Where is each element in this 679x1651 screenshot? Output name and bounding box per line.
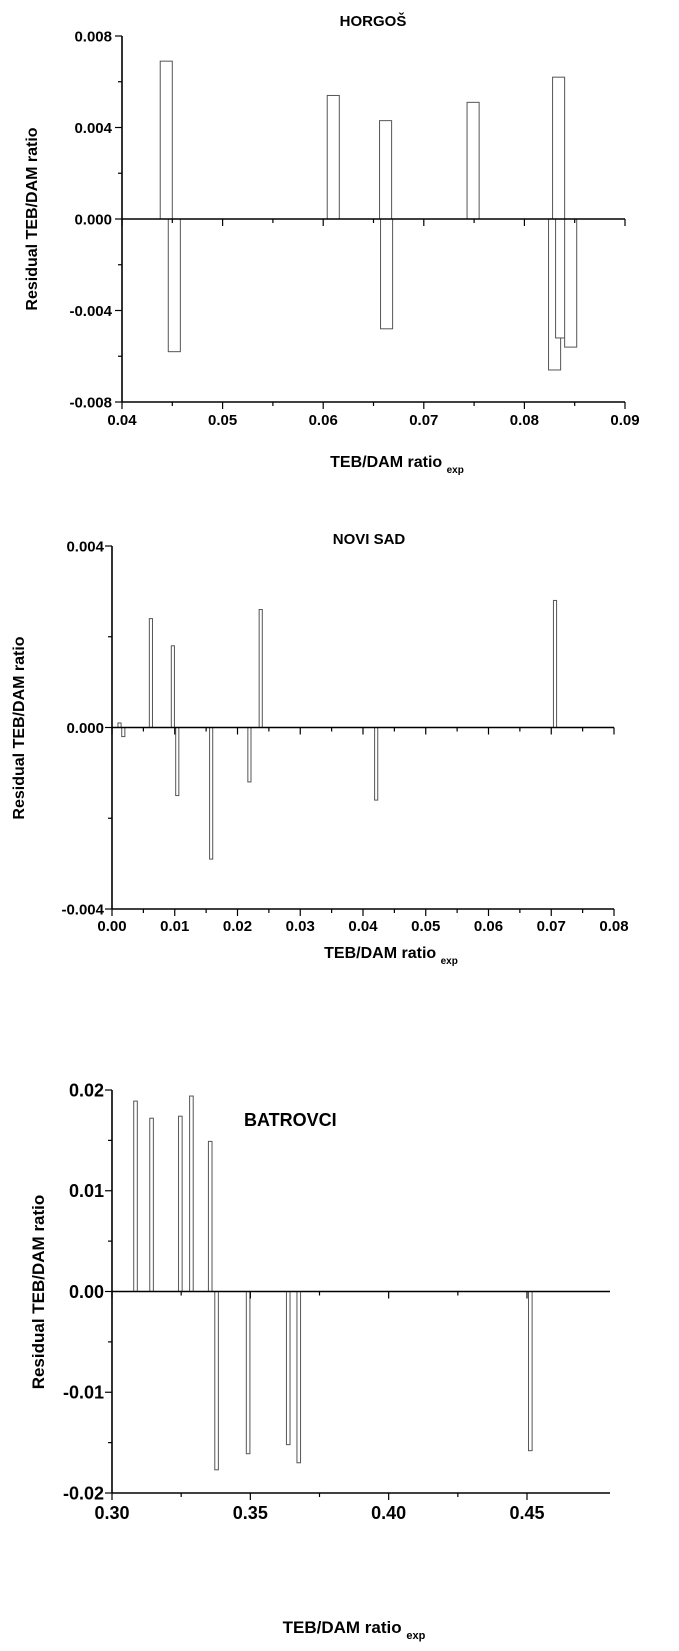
y-tick-label: 0.004 (74, 120, 112, 137)
chart-title: BATROVCI (244, 1110, 337, 1130)
x-tick-label: 0.02 (223, 918, 252, 935)
bar-3 (189, 1095, 194, 1292)
bar-2 (148, 618, 153, 729)
bar-2 (178, 1115, 183, 1292)
bar-0 (159, 60, 173, 220)
y-tick-label: -0.004 (61, 901, 104, 918)
bar-8 (296, 1291, 302, 1464)
x-tick-label: 0.05 (411, 918, 440, 935)
bar-5 (214, 1291, 219, 1471)
x-tick-label: 0.08 (510, 412, 539, 429)
x-tick-label: 0.07 (537, 918, 566, 935)
y-tick-label: 0.000 (74, 211, 112, 228)
bar-1 (167, 218, 181, 353)
y-tick-label: -0.01 (63, 1383, 104, 1403)
x-tick-label: 0.08 (599, 918, 628, 935)
y-axis-title: Residual TEB/DAM ratio (11, 636, 28, 819)
chart-title: HORGOŠ (340, 12, 407, 30)
y-tick-label: -0.008 (69, 394, 112, 411)
bar-5 (466, 101, 480, 220)
x-tick-label: 0.04 (348, 918, 378, 935)
bar-9 (528, 1291, 533, 1452)
x-tick-label: 0.06 (309, 412, 338, 429)
x-tick-label: 0.45 (509, 1503, 544, 1523)
bar-3 (170, 645, 175, 728)
bar-7 (258, 609, 263, 728)
bar-1 (121, 727, 126, 738)
bar-1 (149, 1117, 154, 1292)
bar-4 (380, 218, 394, 330)
y-tick-label: 0.004 (66, 538, 104, 555)
y-axis-title: Residual TEB/DAM ratio (29, 1195, 48, 1390)
x-tick-label: 0.06 (474, 918, 503, 935)
x-tick-label: 0.09 (610, 412, 639, 429)
y-tick-label: 0.00 (69, 1282, 104, 1302)
y-tick-label: 0.000 (66, 720, 104, 737)
x-tick-label: 0.04 (107, 412, 137, 429)
bar-6 (247, 727, 252, 783)
chart-batrovci: 0.30 0.35 0.40 0.45 -0.02 -0.01 0.00 0.01 0.02 BA… (29, 1080, 610, 1642)
x-axis-title: TEB/DAM ratio exp (324, 945, 458, 967)
bar-7 (285, 1291, 291, 1446)
bar-5 (209, 727, 214, 860)
chart-title: NOVI SAD (333, 531, 406, 548)
bar-6 (245, 1291, 251, 1455)
x-tick-label: 0.40 (371, 1503, 406, 1523)
x-tick-label: 0.35 (233, 1503, 268, 1523)
y-tick-label: 0.008 (74, 28, 112, 45)
bar-9 (564, 218, 578, 348)
y-tick-label: 0.01 (69, 1181, 104, 1201)
bar-2 (326, 94, 340, 220)
x-tick-label: 0.07 (409, 412, 438, 429)
bar-0 (133, 1100, 138, 1292)
bar-4 (207, 1140, 213, 1292)
x-tick-label: 0.01 (160, 918, 189, 935)
bar-9 (552, 599, 558, 728)
chart-novi-sad: 0.00 0.01 0.02 0.03 0.04 0.05 0.06 0.07 0.08 -0.0… (11, 531, 629, 967)
y-tick-label: -0.02 (63, 1483, 104, 1503)
x-axis-title: TEB/DAM ratio exp (330, 454, 464, 476)
x-tick-label: 0.03 (286, 918, 315, 935)
x-tick-label: 0.05 (208, 412, 237, 429)
y-tick-label: 0.02 (69, 1080, 104, 1100)
chart-horgos: 0.04 0.05 0.06 0.07 0.08 0.09 -0.008 -0.004 0.00… (24, 12, 640, 476)
y-axis-title: Residual TEB/DAM ratio (24, 127, 41, 310)
y-tick-label: -0.004 (69, 303, 112, 320)
bar-7 (552, 76, 566, 220)
x-axis-title: TEB/DAM ratio exp (283, 1618, 426, 1642)
bar-3 (379, 120, 393, 220)
bar-4 (175, 727, 180, 797)
x-tick-label: 0.00 (97, 918, 126, 935)
x-tick-label: 0.30 (94, 1503, 129, 1523)
bar-8 (374, 727, 379, 801)
